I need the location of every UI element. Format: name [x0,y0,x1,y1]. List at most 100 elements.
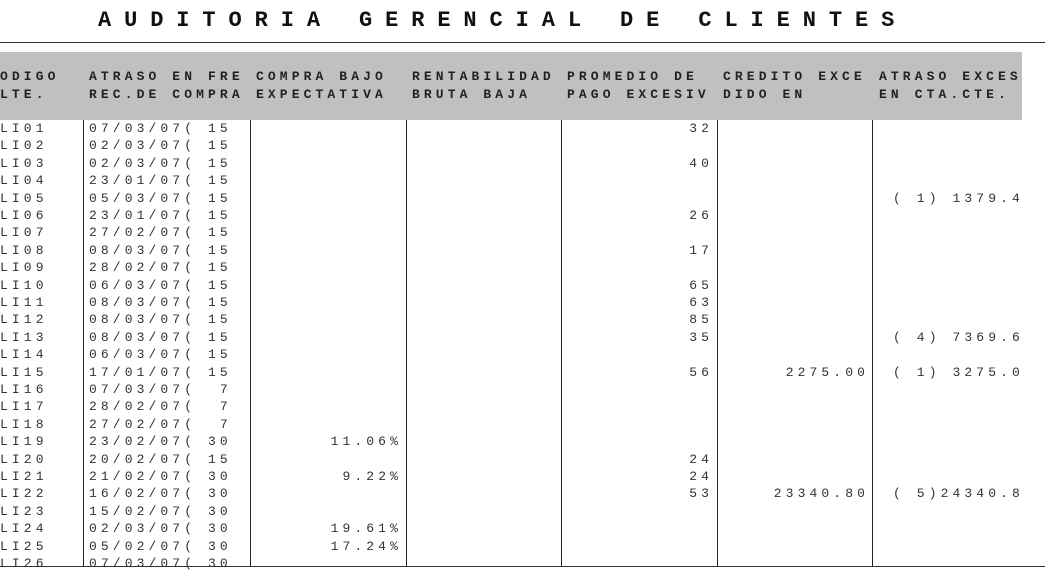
column-divider [406,120,407,566]
cell-promedio-pago: 24 [689,451,713,467]
cell-atraso-frec: 05/03/07( 15 [89,190,232,206]
cell-atraso-frec: 08/03/07( 15 [89,329,232,345]
cell-atraso-cta: ( 4) 7369.6 [893,329,1024,345]
cell-codigo: LI20 [0,451,48,467]
cell-codigo: LI19 [0,434,48,450]
table-row: LI15 17/01/07( 15 56 2275.00 ( 1) 3275.0 [0,364,1045,381]
table-row: LI13 08/03/07( 15 35 ( 4) 7369.6 [0,329,1045,346]
report-title: AUDITORIA GERENCIAL DE CLIENTES [98,8,908,33]
cell-codigo: LI22 [0,486,48,502]
column-divider [561,120,562,566]
cell-atraso-frec: 23/01/07( 15 [89,173,232,189]
cell-promedio-pago: 65 [689,277,713,293]
cell-atraso-frec: 16/02/07( 30 [89,486,232,502]
column-divider [872,120,873,566]
cell-compra-bajo: 11.06% [330,434,402,450]
table-row: LI18 27/02/07( 7 [0,416,1045,433]
table-row: LI01 07/03/07( 15 32 [0,120,1045,137]
cell-codigo: LI25 [0,538,48,554]
cell-codigo: LI06 [0,208,48,223]
cell-codigo: LI07 [0,225,48,241]
table-header: ODIGO LTE. ATRASO EN FRE REC.DE COMPRA C… [0,52,1022,120]
header-promedio-pago: PROMEDIO DE PAGO EXCESIV [567,69,710,102]
cell-atraso-frec: 02/03/07( 30 [89,521,232,537]
cell-compra-bajo: 17.24% [330,538,402,554]
cell-atraso-cta: ( 1) 3275.0 [893,364,1024,380]
table-row: LI24 02/03/07( 30 19.61% [0,520,1045,537]
table-row: LI10 06/03/07( 15 65 [0,277,1045,294]
table-row: LI11 08/03/07( 15 63 [0,294,1045,311]
cell-atraso-cta: ( 5)24340.8 [893,486,1024,502]
cell-atraso-frec: 23/02/07( 30 [89,434,232,450]
header-rentabilidad: RENTABILIDAD BRUTA BAJA [412,69,555,102]
table-row: LI12 08/03/07( 15 85 [0,311,1045,328]
cell-credito-excedido: 23340.80 [773,486,869,502]
cell-promedio-pago: 26 [689,208,713,223]
table-row: LI23 15/02/07( 30 [0,503,1045,520]
cell-codigo: LI08 [0,242,48,258]
cell-codigo: LI16 [0,382,48,397]
cell-atraso-frec: 06/03/07( 15 [89,277,232,293]
cell-codigo: LI17 [0,399,48,415]
cell-atraso-frec: 07/03/07( 30 [89,556,232,571]
cell-atraso-frec: 05/02/07( 30 [89,538,232,554]
cell-promedio-pago: 56 [689,364,713,380]
cell-promedio-pago: 35 [689,329,713,345]
column-divider [83,120,84,566]
table-row: LI06 23/01/07( 15 26 [0,207,1045,224]
cell-codigo: LI05 [0,190,48,206]
cell-atraso-frec: 07/03/07( 15 [89,121,232,136]
table-row: LI21 21/02/07( 30 9.22% 24 [0,468,1045,485]
cell-credito-excedido: 2275.00 [785,364,869,380]
cell-compra-bajo: 19.61% [330,521,402,537]
cell-promedio-pago: 40 [689,155,713,171]
cell-atraso-frec: 06/03/07( 15 [89,347,232,363]
cell-codigo: LI15 [0,364,48,380]
cell-codigo: LI02 [0,138,48,154]
cell-promedio-pago: 32 [689,121,713,136]
cell-atraso-frec: 17/01/07( 15 [89,364,232,380]
cell-codigo: LI03 [0,155,48,171]
column-divider [250,120,251,566]
table-row: LI25 05/02/07( 30 17.24% [0,538,1045,555]
header-atraso-frec: ATRASO EN FRE REC.DE COMPRA [89,69,244,102]
cell-codigo: LI09 [0,260,48,276]
title-divider [0,42,1045,43]
cell-codigo: LI21 [0,469,48,484]
cell-promedio-pago: 24 [689,469,713,484]
cell-atraso-frec: 08/03/07( 15 [89,312,232,328]
cell-codigo: LI01 [0,121,48,136]
header-compra-bajo: COMPRA BAJO EXPECTATIVA [256,69,387,102]
header-codigo: ODIGO LTE. [0,69,60,102]
table-row: LI17 28/02/07( 7 [0,398,1045,415]
cell-atraso-frec: 08/03/07( 15 [89,295,232,310]
table-row: LI04 23/01/07( 15 [0,172,1045,189]
cell-codigo: LI13 [0,329,48,345]
table-row: LI02 02/03/07( 15 [0,137,1045,154]
cell-atraso-frec: 02/03/07( 15 [89,155,232,171]
table-row: LI14 06/03/07( 15 [0,346,1045,363]
cell-codigo: LI11 [0,295,48,310]
column-divider [717,120,718,566]
table-row: LI16 07/03/07( 7 [0,381,1045,398]
header-atraso-cta: ATRASO EXCES EN CTA.CTE. [879,69,1022,102]
cell-atraso-cta: ( 1) 1379.4 [893,190,1024,206]
cell-atraso-frec: 07/03/07( 7 [89,382,232,397]
table-row: LI26 07/03/07( 30 [0,555,1045,572]
table-row: LI22 16/02/07( 30 53 23340.80 ( 5)24340.8 [0,485,1045,502]
table-row: LI19 23/02/07( 30 11.06% [0,433,1045,450]
cell-codigo: LI23 [0,503,48,519]
cell-atraso-frec: 27/02/07( 7 [89,416,232,432]
cell-atraso-frec: 02/03/07( 15 [89,138,232,154]
cell-promedio-pago: 85 [689,312,713,328]
table-row: LI08 08/03/07( 15 17 [0,242,1045,259]
cell-atraso-frec: 23/01/07( 15 [89,208,232,223]
cell-codigo: LI24 [0,521,48,537]
cell-codigo: LI14 [0,347,48,363]
bottom-divider [0,566,1045,567]
cell-codigo: LI12 [0,312,48,328]
table-row: LI05 05/03/07( 15 ( 1) 1379.4 [0,190,1045,207]
cell-promedio-pago: 63 [689,295,713,310]
cell-atraso-frec: 21/02/07( 30 [89,469,232,484]
cell-compra-bajo: 9.22% [342,469,402,484]
